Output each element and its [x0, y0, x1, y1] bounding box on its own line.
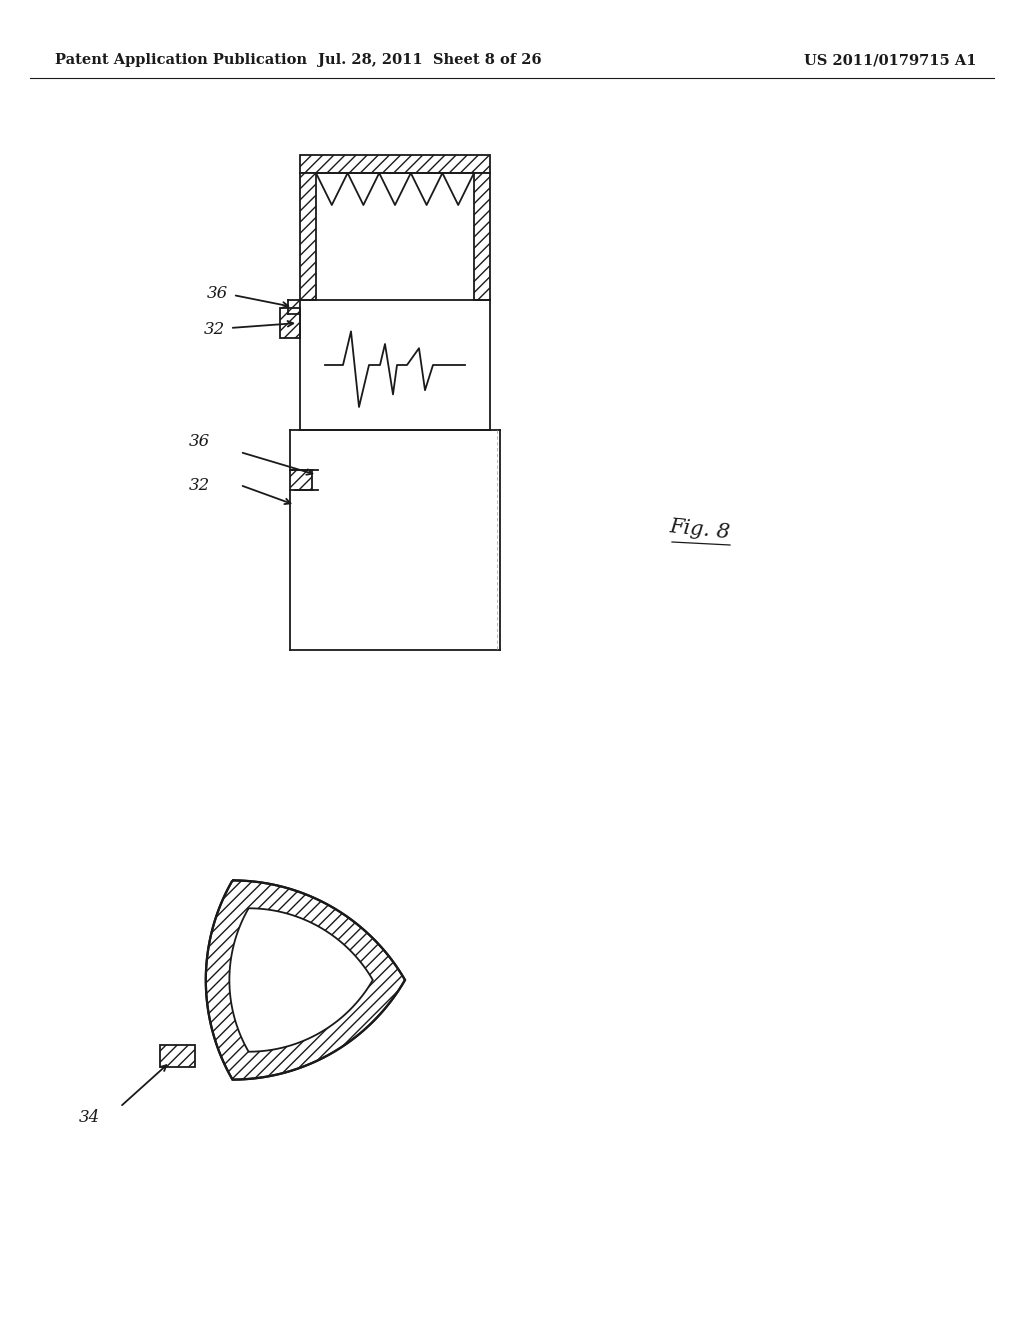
- Text: 32: 32: [188, 477, 210, 494]
- Bar: [160, 1045, 195, 1067]
- Text: Fig. 8: Fig. 8: [669, 517, 731, 543]
- Polygon shape: [206, 880, 406, 1080]
- Bar: [474, 173, 490, 300]
- Bar: [300, 173, 316, 300]
- Text: 36: 36: [188, 433, 210, 450]
- Text: US 2011/0179715 A1: US 2011/0179715 A1: [804, 53, 976, 67]
- Text: 32: 32: [204, 322, 225, 338]
- Bar: [280, 308, 300, 338]
- Text: 36: 36: [207, 285, 228, 301]
- Bar: [300, 154, 490, 173]
- Text: 34: 34: [79, 1109, 100, 1126]
- Text: Patent Application Publication: Patent Application Publication: [55, 53, 307, 67]
- Bar: [290, 470, 312, 490]
- Text: Jul. 28, 2011  Sheet 8 of 26: Jul. 28, 2011 Sheet 8 of 26: [318, 53, 542, 67]
- Polygon shape: [229, 908, 373, 1052]
- Bar: [160, 1045, 195, 1067]
- Bar: [288, 300, 300, 314]
